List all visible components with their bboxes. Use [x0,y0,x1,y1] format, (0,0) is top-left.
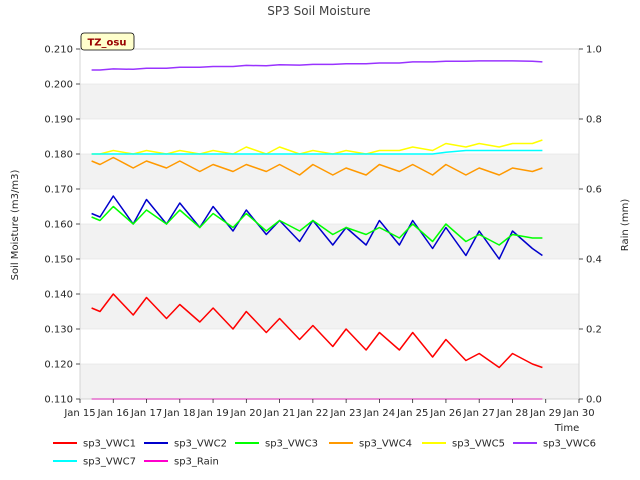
y2-tick-label: 1.0 [586,45,602,56]
legend-label: sp3_Rain [174,457,219,468]
grid-band [80,364,579,399]
legend-label: sp3_VWC6 [543,439,596,450]
series-line-sp3_VWC5 [91,139,543,155]
site-tag-box [80,32,135,51]
legend-item: sp3_VWC3 [235,439,318,450]
legend-label: sp3_VWC2 [174,439,227,450]
grid-band [80,294,579,329]
y2-tick-label: 0.0 [586,395,602,406]
grid-band [80,259,579,294]
grid-band [80,49,579,84]
x-axis-title: Time [554,423,579,434]
x-tick-label: Jan 21 [263,408,295,419]
x-tick-label: Jan 15 [63,408,95,419]
y2-axis-title: Rain (mm) [620,199,631,252]
legend: sp3_VWC1 sp3_VWC2 sp3_VWC3 sp3_VWC4 sp3_VWC5… [53,439,596,468]
x-tick-label: Jan 23 [329,408,361,419]
x-tick-label: Jan 20 [230,408,262,419]
x-tick-label: Jan 19 [196,408,228,419]
legend-item: sp3_VWC1 [53,439,136,450]
grid-band [80,189,579,224]
series-layer [91,60,543,400]
grid-band [80,119,579,154]
y2-tick-label: 0.4 [586,255,602,266]
legend-label: sp3_VWC4 [359,439,412,450]
x-tick-label: Jan 22 [296,408,328,419]
y2-tick-label: 0.6 [586,185,602,196]
legend-item: sp3_VWC7 [53,457,136,468]
y-tick-label: 0.130 [44,325,73,336]
x-tick-label: Jan 25 [396,408,428,419]
y2-tick-label: 0.8 [586,115,602,126]
x-tick-label: Jan 28 [496,408,528,419]
grid-band [80,329,579,364]
x-tick-label: Jan 29 [529,408,561,419]
y-tick-label: 0.190 [44,115,73,126]
legend-item: sp3_VWC4 [329,439,412,450]
y-tick-label: 0.110 [44,395,73,406]
y-tick-label: 0.210 [44,45,73,56]
y-tick-label: 0.120 [44,360,73,371]
site-tag-label: TZ_osu [87,38,126,49]
legend-label: sp3_VWC3 [265,439,318,450]
y2-axis: 0.0 0.2 0.4 0.6 0.8 1.0 [579,45,602,406]
x-tick-label: Jan 16 [97,408,129,419]
legend-label: sp3_VWC1 [83,439,136,450]
legend-label: sp3_VWC7 [83,457,136,468]
site-tag: TZ_osu [80,32,135,51]
legend-item: sp3_VWC5 [422,439,505,450]
y2-tick-label: 0.2 [586,325,602,336]
x-tick-label: Jan 26 [429,408,461,419]
legend-item: sp3_Rain [144,457,219,468]
y-tick-label: 0.140 [44,290,73,301]
legend-item: sp3_VWC6 [513,439,596,450]
y-tick-label: 0.200 [44,80,73,91]
x-axis: Jan 15 Jan 16 Jan 17 Jan 18 Jan 19 Jan 20 Jan … [63,399,595,419]
grid-band [80,154,579,189]
series-line-sp3_VWC6 [91,60,543,71]
grid-band [80,84,579,119]
y-tick-label: 0.170 [44,185,73,196]
legend-item: sp3_VWC2 [144,439,227,450]
series-line-sp3_VWC3 [91,205,543,246]
y-axis: 0.110 0.120 0.130 0.140 0.150 0.160 0.170 0.180… [44,45,80,406]
series-line-sp3_VWC1 [91,293,543,369]
y-axis-title: Soil Moisture (m3/m3) [10,170,21,281]
chart-title: SP3 Soil Moisture [267,4,370,18]
x-tick-label: Jan 30 [562,408,594,419]
series-line-sp3_VWC7 [91,149,543,155]
x-tick-label: Jan 27 [463,408,495,419]
y-tick-label: 0.150 [44,255,73,266]
x-tick-label: Jan 24 [363,408,395,419]
x-tick-label: Jan 18 [163,408,195,419]
x-tick-label: Jan 17 [130,408,162,419]
y-tick-label: 0.180 [44,150,73,161]
legend-label: sp3_VWC5 [452,439,505,450]
y-tick-label: 0.160 [44,220,73,231]
series-line-sp3_VWC4 [91,156,543,176]
